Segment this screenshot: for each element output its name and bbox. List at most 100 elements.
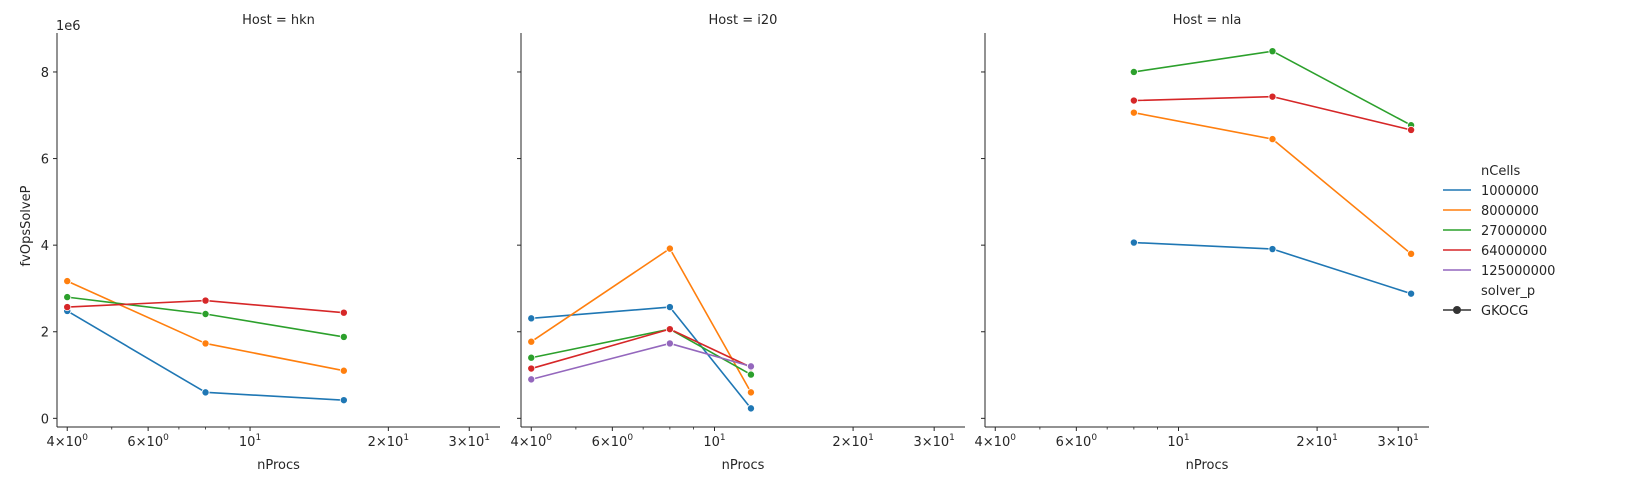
data-point-27000000 [527, 353, 536, 362]
x-tick-label-base: 6×10 [1056, 435, 1092, 450]
legend-entry-1000000: 1000000 [1481, 184, 1539, 199]
legend-style-title: solver_p [1481, 284, 1535, 299]
x-tick-label: 4×100 [511, 433, 553, 450]
x-tick-label: 6×100 [127, 433, 169, 450]
x-tick-label-base: 6×10 [127, 435, 163, 450]
data-point-8000000 [1268, 135, 1277, 144]
legend-entry-27000000: 27000000 [1481, 224, 1547, 239]
data-point-1000000 [1268, 245, 1277, 254]
x-tick-label-exponent: 1 [868, 433, 874, 443]
x-tick-label-base: 2×10 [368, 435, 404, 450]
x-tick-label: 101 [1167, 433, 1189, 450]
data-point-1000000 [339, 396, 348, 405]
x-tick-label-base: 3×10 [449, 435, 485, 450]
x-tick-label-exponent: 1 [403, 433, 409, 443]
x-tick-label: 6×100 [1056, 433, 1098, 450]
data-point-8000000 [339, 366, 348, 375]
y-axis-label: fvOpsSolveP [19, 185, 34, 266]
legend-entry-8000000: 8000000 [1481, 204, 1539, 219]
x-axis-label: nProcs [1186, 458, 1229, 473]
x-tick-label-exponent: 0 [627, 433, 633, 443]
x-tick-label: 3×101 [1377, 433, 1418, 450]
data-point-27000000 [201, 309, 210, 318]
facet-title-host: hkn [291, 13, 315, 28]
x-tick-label-base: 10 [703, 435, 720, 450]
legend-entry-64000000: 64000000 [1481, 244, 1547, 259]
facet-title-prefix: Host = [709, 13, 758, 28]
data-point-8000000 [1407, 249, 1416, 258]
x-tick-label-exponent: 1 [1184, 433, 1190, 443]
x-tick-label: 101 [703, 433, 725, 450]
data-point-64000000 [527, 364, 536, 373]
facet-title-host: i20 [757, 13, 777, 28]
facet-title-prefix: Host = [1173, 13, 1222, 28]
data-point-8000000 [63, 277, 72, 286]
x-tick-label-base: 4×10 [511, 435, 547, 450]
legend-style-marker [1453, 306, 1461, 314]
data-point-64000000 [1268, 92, 1277, 101]
data-point-1000000 [1129, 238, 1138, 247]
x-tick-label-exponent: 0 [163, 433, 169, 443]
data-point-64000000 [63, 303, 72, 312]
data-point-27000000 [746, 370, 755, 379]
x-tick-label: 2×101 [1296, 433, 1337, 450]
x-tick-label: 4×100 [47, 433, 89, 450]
data-point-27000000 [1268, 47, 1277, 56]
facet-title: Host = hkn [242, 13, 315, 28]
x-tick-label: 6×100 [592, 433, 634, 450]
data-point-1000000 [665, 303, 674, 312]
data-point-1000000 [746, 404, 755, 413]
y-offset-text: 1e6 [56, 19, 81, 34]
legend-style-entry: GKOCG [1481, 304, 1528, 319]
x-tick-label-base: 6×10 [592, 435, 628, 450]
x-tick-label: 2×101 [368, 433, 409, 450]
legend-hue-title: nCells [1481, 164, 1521, 179]
data-point-64000000 [1129, 96, 1138, 105]
x-axis-label: nProcs [257, 458, 300, 473]
x-tick-label-base: 10 [239, 435, 256, 450]
y-tick-label: 8 [41, 66, 49, 81]
legend: nCells 1000000 8000000 27000000 64000000 1250… [1443, 164, 1555, 319]
data-point-125000000 [665, 339, 674, 348]
x-tick-label: 4×100 [975, 433, 1017, 450]
x-tick-label-exponent: 1 [949, 433, 955, 443]
x-tick-label: 3×101 [449, 433, 490, 450]
data-point-64000000 [339, 308, 348, 317]
x-tick-label-base: 3×10 [1377, 435, 1413, 450]
x-tick-label: 2×101 [832, 433, 873, 450]
data-point-1000000 [1407, 289, 1416, 298]
x-tick-label-base: 4×10 [975, 435, 1011, 450]
x-tick-label-base: 10 [1167, 435, 1184, 450]
x-tick-label-exponent: 1 [1332, 433, 1338, 443]
x-tick-label-exponent: 1 [1413, 433, 1419, 443]
facet-title: Host = nla [1173, 13, 1242, 28]
data-point-64000000 [1407, 125, 1416, 134]
facet-title-prefix: Host = [242, 13, 291, 28]
x-tick-label-base: 3×10 [913, 435, 949, 450]
x-tick-label-base: 2×10 [1296, 435, 1332, 450]
y-tick-label: 0 [41, 412, 49, 427]
data-point-27000000 [63, 293, 72, 302]
data-point-125000000 [746, 362, 755, 371]
data-point-27000000 [1129, 67, 1138, 76]
data-point-8000000 [746, 388, 755, 397]
data-point-64000000 [201, 296, 210, 305]
x-tick-label-exponent: 1 [720, 433, 726, 443]
data-point-125000000 [527, 375, 536, 384]
data-point-27000000 [339, 332, 348, 341]
data-point-8000000 [527, 337, 536, 346]
data-point-8000000 [1129, 108, 1138, 117]
x-tick-label: 101 [239, 433, 261, 450]
facet-title: Host = i20 [709, 13, 778, 28]
data-point-64000000 [665, 325, 674, 334]
x-tick-label-exponent: 0 [546, 433, 552, 443]
x-tick-label-exponent: 0 [1010, 433, 1016, 443]
x-tick-label-exponent: 0 [82, 433, 88, 443]
y-tick-label: 4 [41, 239, 49, 254]
